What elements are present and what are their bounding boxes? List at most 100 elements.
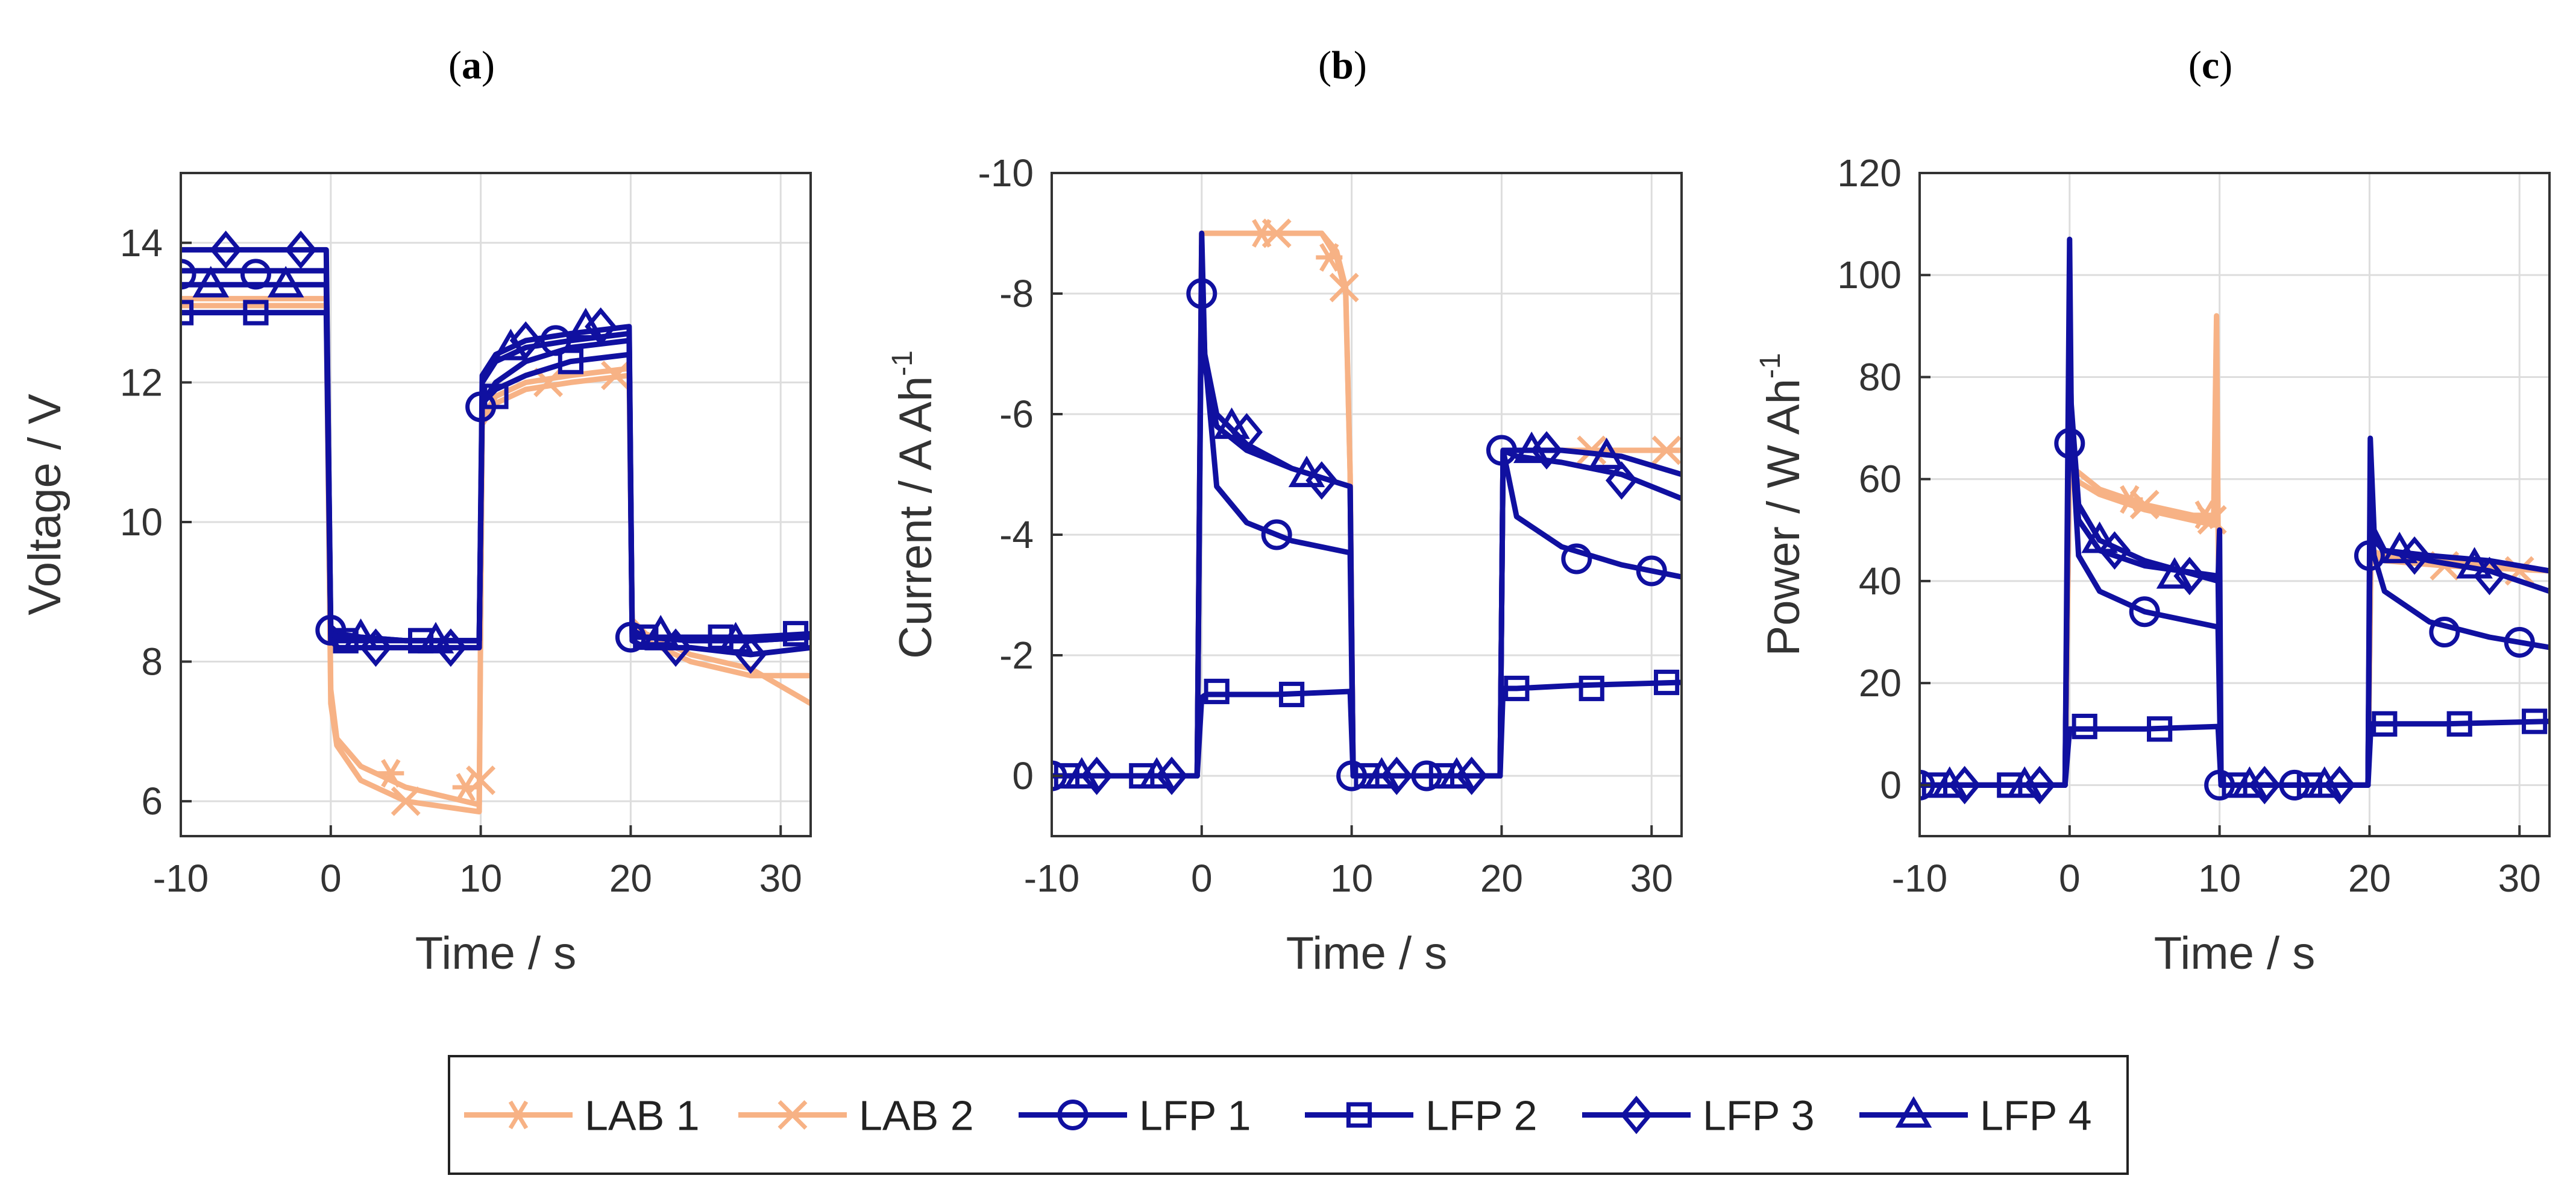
marker-lfp-4 <box>1063 757 1101 789</box>
legend-label: LFP 1 <box>1139 1092 1251 1139</box>
marker-lfp-4 <box>717 622 754 653</box>
x-axis-label: Time / s <box>2154 928 2315 979</box>
marker-lfp-4 <box>2306 766 2343 798</box>
legend-label: LAB 2 <box>859 1092 974 1139</box>
marker-lfp-3 <box>2098 531 2131 570</box>
x-tick-label: 0 <box>2059 857 2081 900</box>
legend-marker <box>1895 1096 1932 1128</box>
marker-lab-2 <box>1261 218 1292 248</box>
marker-lfp-4 <box>492 329 529 360</box>
y-tick-label: 12 <box>120 360 163 404</box>
series-group <box>1052 218 1682 795</box>
y-tick-label: -10 <box>978 151 1034 195</box>
legend-label: LFP 3 <box>1703 1092 1815 1139</box>
y-axis-label: Voltage / V <box>19 394 71 615</box>
axes-box <box>180 172 812 837</box>
marker-lfp-4 <box>2006 766 2043 798</box>
legend-marker <box>505 1100 532 1130</box>
marker-lfp-4 <box>1138 757 1175 789</box>
legend-box <box>448 1055 2129 1175</box>
legend-label: LFP 2 <box>1425 1092 1538 1139</box>
x-tick-label: 10 <box>459 857 502 900</box>
marker-lfp-2 <box>483 383 509 409</box>
panel-a-voltage-chart: (a) -10 0 10 20 30 6 8 10 12 14 Time / s Voltage / V <box>19 43 812 979</box>
y-tick-label: 100 <box>1837 253 1902 297</box>
legend: LAB 1 LAB 2 LFP 1 LFP 2 LFP 3 LFP 4 <box>448 1055 2129 1175</box>
marker-lfp-2 <box>1579 675 1604 702</box>
y-tick-label: 80 <box>1859 355 1902 398</box>
marker-lfp-1 <box>1636 555 1667 587</box>
marker-lfp-3 <box>1605 461 1638 500</box>
legend-entry-lab-1: LAB 1 <box>464 1092 700 1139</box>
y-tick-label: -8 <box>999 272 1034 315</box>
marker-lfp-2 <box>1654 669 1680 696</box>
series-line-lfp-4 <box>1052 242 1682 779</box>
marker-lfp-4 <box>1438 757 1475 789</box>
legend-entry-lfp-1: LFP 1 <box>1019 1092 1251 1139</box>
marker-lfp-3 <box>210 230 242 269</box>
x-tick-label: 20 <box>2348 857 2391 900</box>
axes-box <box>1918 172 2551 837</box>
marker-lfp-4 <box>1363 757 1400 789</box>
x-axis-label: Time / s <box>415 928 576 979</box>
legend-marker <box>1346 1102 1372 1128</box>
x-tick-label: 10 <box>1330 857 1373 900</box>
legend-marker <box>1620 1095 1653 1135</box>
plot-area <box>1920 173 2549 836</box>
marker-lab-2 <box>601 360 631 391</box>
legend-marker <box>1057 1100 1089 1130</box>
marker-lfp-4 <box>267 266 304 298</box>
marker-lfp-2 <box>1204 678 1230 705</box>
marker-lab-2 <box>1577 435 1607 465</box>
x-axis-label: Time / s <box>1286 928 1447 979</box>
marker-lfp-4 <box>1213 407 1250 439</box>
marker-lfp-1 <box>2504 626 2535 658</box>
marker-lfp-2 <box>1278 681 1305 708</box>
axes-box <box>1051 172 1683 837</box>
y-tick-label: 20 <box>1859 661 1902 705</box>
panel-label: (a) <box>448 43 495 87</box>
y-tick-label: 8 <box>141 640 163 684</box>
marker-lfp-2 <box>783 621 809 647</box>
y-tick-label: 10 <box>120 500 163 544</box>
y-tick-label: 0 <box>1012 754 1034 798</box>
marker-lfp-1 <box>1561 543 1592 574</box>
marker-lfp-2 <box>181 300 194 326</box>
series-group <box>181 230 811 816</box>
legend-entry-lfp-2: LFP 2 <box>1305 1092 1538 1139</box>
panel-label: (b) <box>1318 43 1367 87</box>
marker-lfp-4 <box>567 307 605 339</box>
marker-lab-2 <box>1329 272 1359 303</box>
x-tick-label: 20 <box>1480 857 1523 900</box>
y-axis-label: Current / A Ah-1 <box>887 350 941 659</box>
legend-entry-lfp-4: LFP 4 <box>1859 1092 2092 1139</box>
marker-lab-2 <box>2129 489 2160 520</box>
panel-c-power-chart: (c) -10 0 10 20 30 0 20 40 60 80 100 120 Time / s Powe… <box>1755 43 2551 979</box>
marker-lfp-4 <box>1588 437 1625 470</box>
marker-lfp-4 <box>2081 521 2118 553</box>
x-tick-label: 30 <box>759 857 802 900</box>
y-tick-label: 14 <box>120 221 163 265</box>
marker-lab-2 <box>1651 435 1682 465</box>
x-tick-label: -10 <box>1892 857 1948 900</box>
plot-area <box>1052 173 1682 836</box>
marker-lfp-4 <box>1288 455 1325 488</box>
y-tick-label: -4 <box>999 513 1034 556</box>
marker-lfp-2 <box>243 300 269 326</box>
marker-lfp-4 <box>1513 431 1550 464</box>
marker-lfp-2 <box>1504 675 1530 702</box>
legend-entry-lab-2: LAB 2 <box>738 1092 974 1139</box>
y-axis-label: Power / W Ah-1 <box>1755 353 1809 656</box>
series-group <box>1920 236 2549 805</box>
marker-lfp-4 <box>342 618 379 650</box>
y-tick-label: -6 <box>999 392 1034 436</box>
marker-lfp-4 <box>2156 557 2193 589</box>
x-tick-label: 10 <box>2198 857 2241 900</box>
marker-lfp-1 <box>2129 596 2160 628</box>
y-tick-label: 6 <box>141 779 163 823</box>
marker-lfp-3 <box>359 628 392 667</box>
x-tick-label: 0 <box>320 857 342 900</box>
marker-lfp-2 <box>2072 713 2097 740</box>
marker-lfp-1 <box>181 259 196 290</box>
